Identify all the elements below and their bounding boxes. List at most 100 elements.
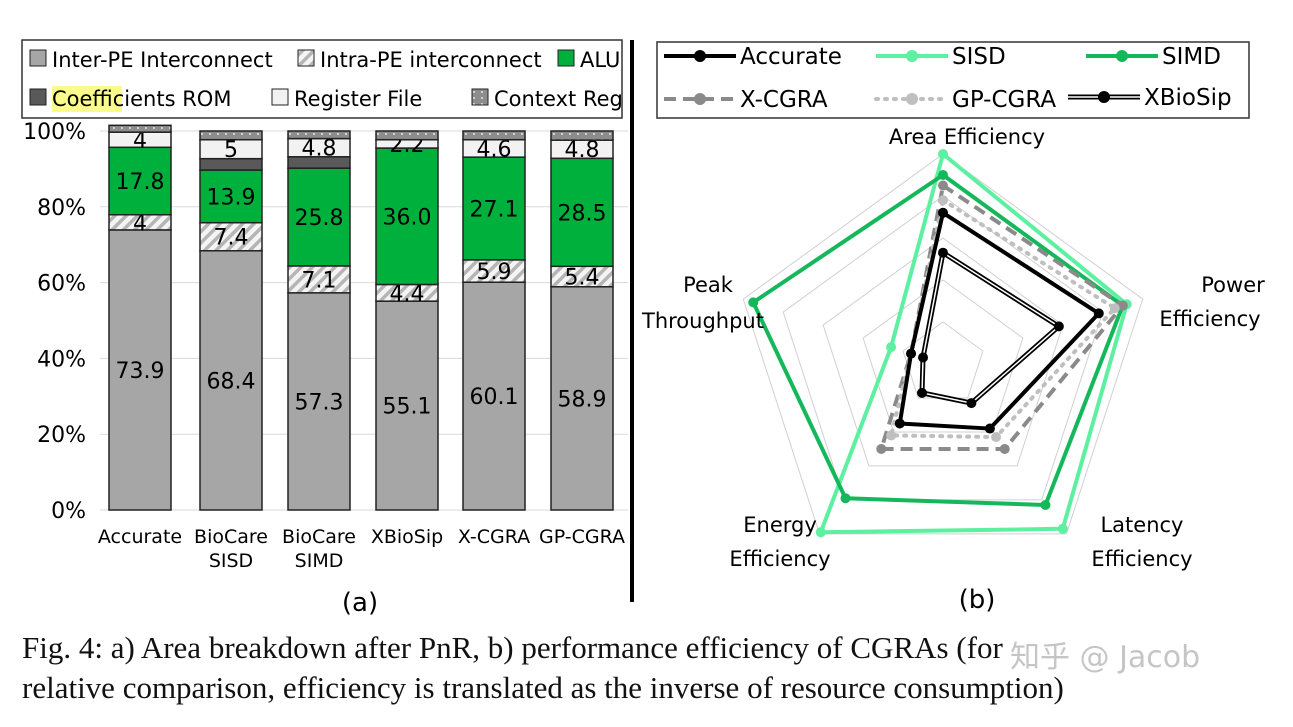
radar-series-accurate (897, 210, 1101, 431)
radar-point (906, 348, 917, 359)
radar-point (840, 493, 851, 504)
x-tick-label: GP-CGRA (539, 526, 625, 548)
radar-point (938, 180, 948, 191)
axis-label: Power (1201, 273, 1265, 297)
bar-segment (199, 130, 263, 141)
bar-segment (375, 147, 439, 286)
radar-point (1117, 300, 1128, 311)
watermark: 知乎 @ Jacob (1010, 640, 1201, 675)
bar-segment (375, 300, 439, 511)
radar-chart: Area Efficiency Power Efficiency Latency Eff… (641, 41, 1265, 615)
data-label: 36.0 (383, 205, 432, 230)
radar-point (938, 247, 948, 258)
legend-swatch (471, 88, 489, 106)
x-tick-label: SIMD (295, 550, 344, 572)
axis-label: Peak (683, 273, 734, 297)
data-label: 4.4 (390, 282, 425, 307)
bar-segment (287, 292, 351, 511)
bar-segment (199, 250, 263, 511)
data-label: 57.3 (295, 390, 344, 415)
radar-series-simd (751, 173, 1125, 508)
radar-point (938, 207, 948, 218)
axis-label: Efficiency (1091, 547, 1192, 571)
radar-series-gp-cgra (889, 198, 1117, 440)
stacked-bar-chart: 0% 20% 40% 60% 80% 100% 73.9 4 17.8 4 Accurate 68.4… (21, 39, 628, 618)
bar-segment (462, 130, 526, 141)
data-label: 28.5 (558, 201, 607, 226)
bar-segment (375, 130, 439, 141)
legend-marker (694, 50, 706, 62)
data-label: 5.4 (565, 266, 600, 291)
legend-entry: GP-CGRA (952, 87, 1056, 113)
y-tick-label: 20% (37, 423, 86, 448)
radar-point (1093, 308, 1104, 319)
y-tick-label: 40% (37, 347, 86, 372)
radar-point (1057, 523, 1068, 534)
radar-point (748, 297, 759, 308)
bar-segment (108, 124, 172, 133)
legend-marker (906, 93, 918, 105)
radar-point (938, 170, 948, 180)
radar-point (815, 527, 826, 538)
bar-segment (550, 286, 614, 511)
legend-entry: ALU (580, 48, 620, 72)
legend-entry: SISD (952, 44, 1006, 70)
legend-entry: Register File (294, 87, 422, 111)
axis-label: Efficiency (1159, 307, 1260, 331)
data-label: 13.9 (207, 185, 256, 210)
bar-segment (462, 281, 526, 511)
data-label: 17.8 (116, 170, 165, 195)
bar-segment (550, 130, 614, 141)
data-label: 27.1 (470, 198, 519, 223)
legend-entry: Coefficients ROM (52, 87, 231, 111)
legend-swatch (271, 88, 289, 106)
radar-series-sisd (818, 152, 1129, 535)
radar-point (984, 423, 995, 434)
data-label: 5 (224, 138, 238, 163)
legend-marker (1098, 91, 1110, 103)
caption-line-1: Fig. 4: a) Area breakdown after PnR, b) … (22, 630, 1003, 665)
data-label: 68.4 (207, 369, 256, 394)
radar-point (999, 443, 1010, 454)
radar-point (966, 398, 977, 409)
x-tick-label: BioCare (194, 526, 268, 548)
x-tick-label: X-CGRA (458, 526, 530, 548)
legend-swatch (557, 49, 575, 67)
legend-highlight (52, 86, 122, 112)
data-label: 55.1 (383, 395, 432, 420)
data-label: 4 (133, 211, 147, 236)
panel-label: (b) (959, 585, 996, 615)
legend-entry: Inter-PE Interconnect (52, 48, 273, 72)
radar-ring (742, 153, 1144, 535)
legend-entry: Intra-PE interconnect (320, 48, 542, 72)
bar-segment (287, 265, 351, 294)
x-tick-label: XBioSip (371, 526, 443, 548)
radar-point (1053, 321, 1064, 332)
caption-line-2: relative comparison, efficiency is trans… (22, 670, 1064, 705)
legend-marker (906, 50, 918, 62)
x-tick-label: SISD (209, 550, 253, 572)
radar-point (886, 430, 897, 441)
data-label: 58.9 (558, 387, 607, 412)
legend-swatch (297, 49, 315, 67)
radar-point (876, 443, 887, 454)
legend-entry: Accurate (740, 44, 842, 70)
legend-marker (694, 93, 706, 105)
data-label: 60.1 (470, 385, 519, 410)
radar-point (917, 387, 928, 398)
bar-segment (287, 167, 351, 267)
axis-label: Efficiency (729, 547, 830, 571)
axis-label: Area Efficiency (889, 125, 1045, 149)
data-label: 7.4 (214, 226, 249, 251)
data-label: 4 (133, 129, 147, 154)
radar-ring (822, 237, 1064, 467)
radar-point (918, 352, 929, 363)
y-tick-label: 100% (23, 120, 86, 145)
bar-segment (199, 221, 263, 252)
data-label: 7.1 (302, 268, 337, 293)
panel-label: (a) (342, 588, 378, 618)
radar-point (886, 342, 897, 353)
axis-label: Energy (743, 513, 817, 537)
y-tick-label: 80% (37, 196, 86, 221)
